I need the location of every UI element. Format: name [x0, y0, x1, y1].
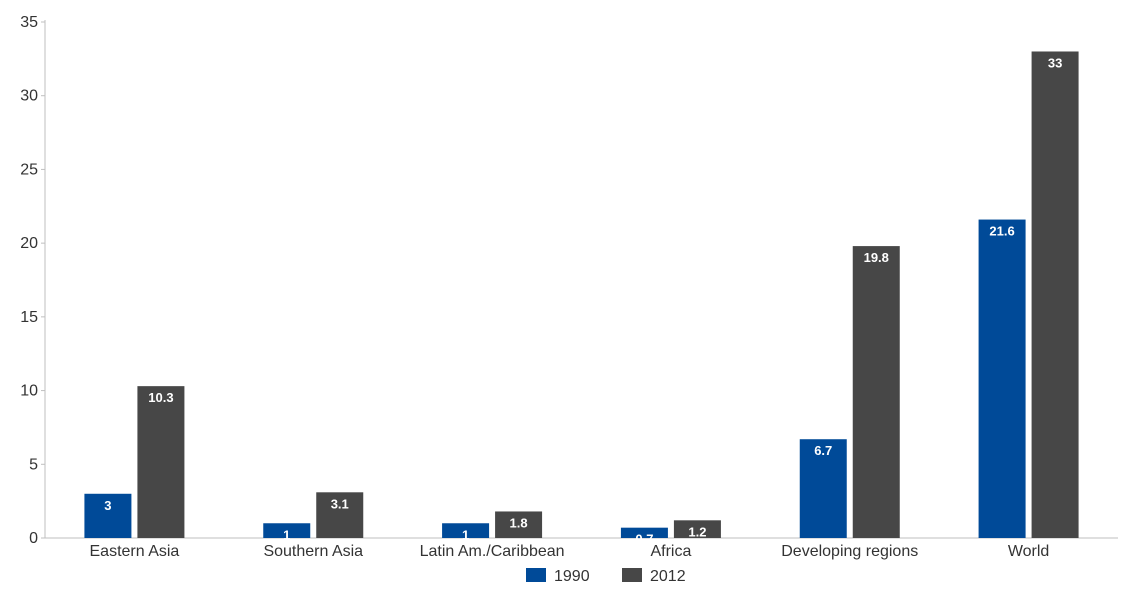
x-category-label: Latin Am./Caribbean	[420, 543, 565, 560]
legend-swatch-2012	[622, 568, 642, 582]
data-label: 19.8	[864, 250, 889, 265]
legend-label-1990: 1990	[554, 568, 590, 585]
data-label: 3.1	[331, 496, 349, 511]
data-label: 1	[462, 527, 469, 542]
data-label: 10.3	[148, 390, 173, 405]
x-category-label: World	[1008, 543, 1050, 560]
bar-2012	[316, 492, 364, 538]
data-label: 3	[104, 498, 111, 513]
y-tick-label: 5	[29, 456, 38, 473]
bar-2012	[1031, 51, 1079, 538]
bar-2012	[495, 511, 543, 538]
y-tick-label: 15	[20, 309, 38, 326]
y-tick-label: 0	[29, 530, 38, 547]
bar-1990	[799, 439, 847, 538]
data-label: 1.8	[510, 515, 528, 530]
bar-2012	[852, 246, 900, 538]
legend-label-2012: 2012	[650, 568, 686, 585]
bar-2012	[673, 520, 721, 538]
bar-1990	[84, 493, 132, 538]
y-tick-label: 10	[20, 383, 38, 400]
data-label: 1.2	[688, 524, 706, 539]
bar-1990	[978, 219, 1026, 538]
x-category-label: Developing regions	[781, 543, 918, 560]
data-label: 21.6	[989, 224, 1014, 239]
bar-1990	[263, 523, 311, 538]
y-tick-label: 30	[20, 88, 38, 105]
data-label: 1	[283, 527, 290, 542]
data-label: 0.7	[635, 532, 653, 547]
bar-1990	[620, 527, 668, 538]
bar-2012	[137, 386, 185, 538]
legend-swatch-1990	[526, 568, 546, 582]
data-label: 6.7	[814, 443, 832, 458]
y-tick-label: 35	[20, 14, 38, 31]
y-tick-label: 25	[20, 161, 38, 178]
bar-1990	[442, 523, 490, 538]
data-label: 33	[1048, 55, 1062, 70]
x-category-label: Africa	[650, 543, 691, 560]
x-category-label: Southern Asia	[263, 543, 363, 560]
y-tick-label: 20	[20, 235, 38, 252]
x-category-label: Eastern Asia	[90, 543, 180, 560]
